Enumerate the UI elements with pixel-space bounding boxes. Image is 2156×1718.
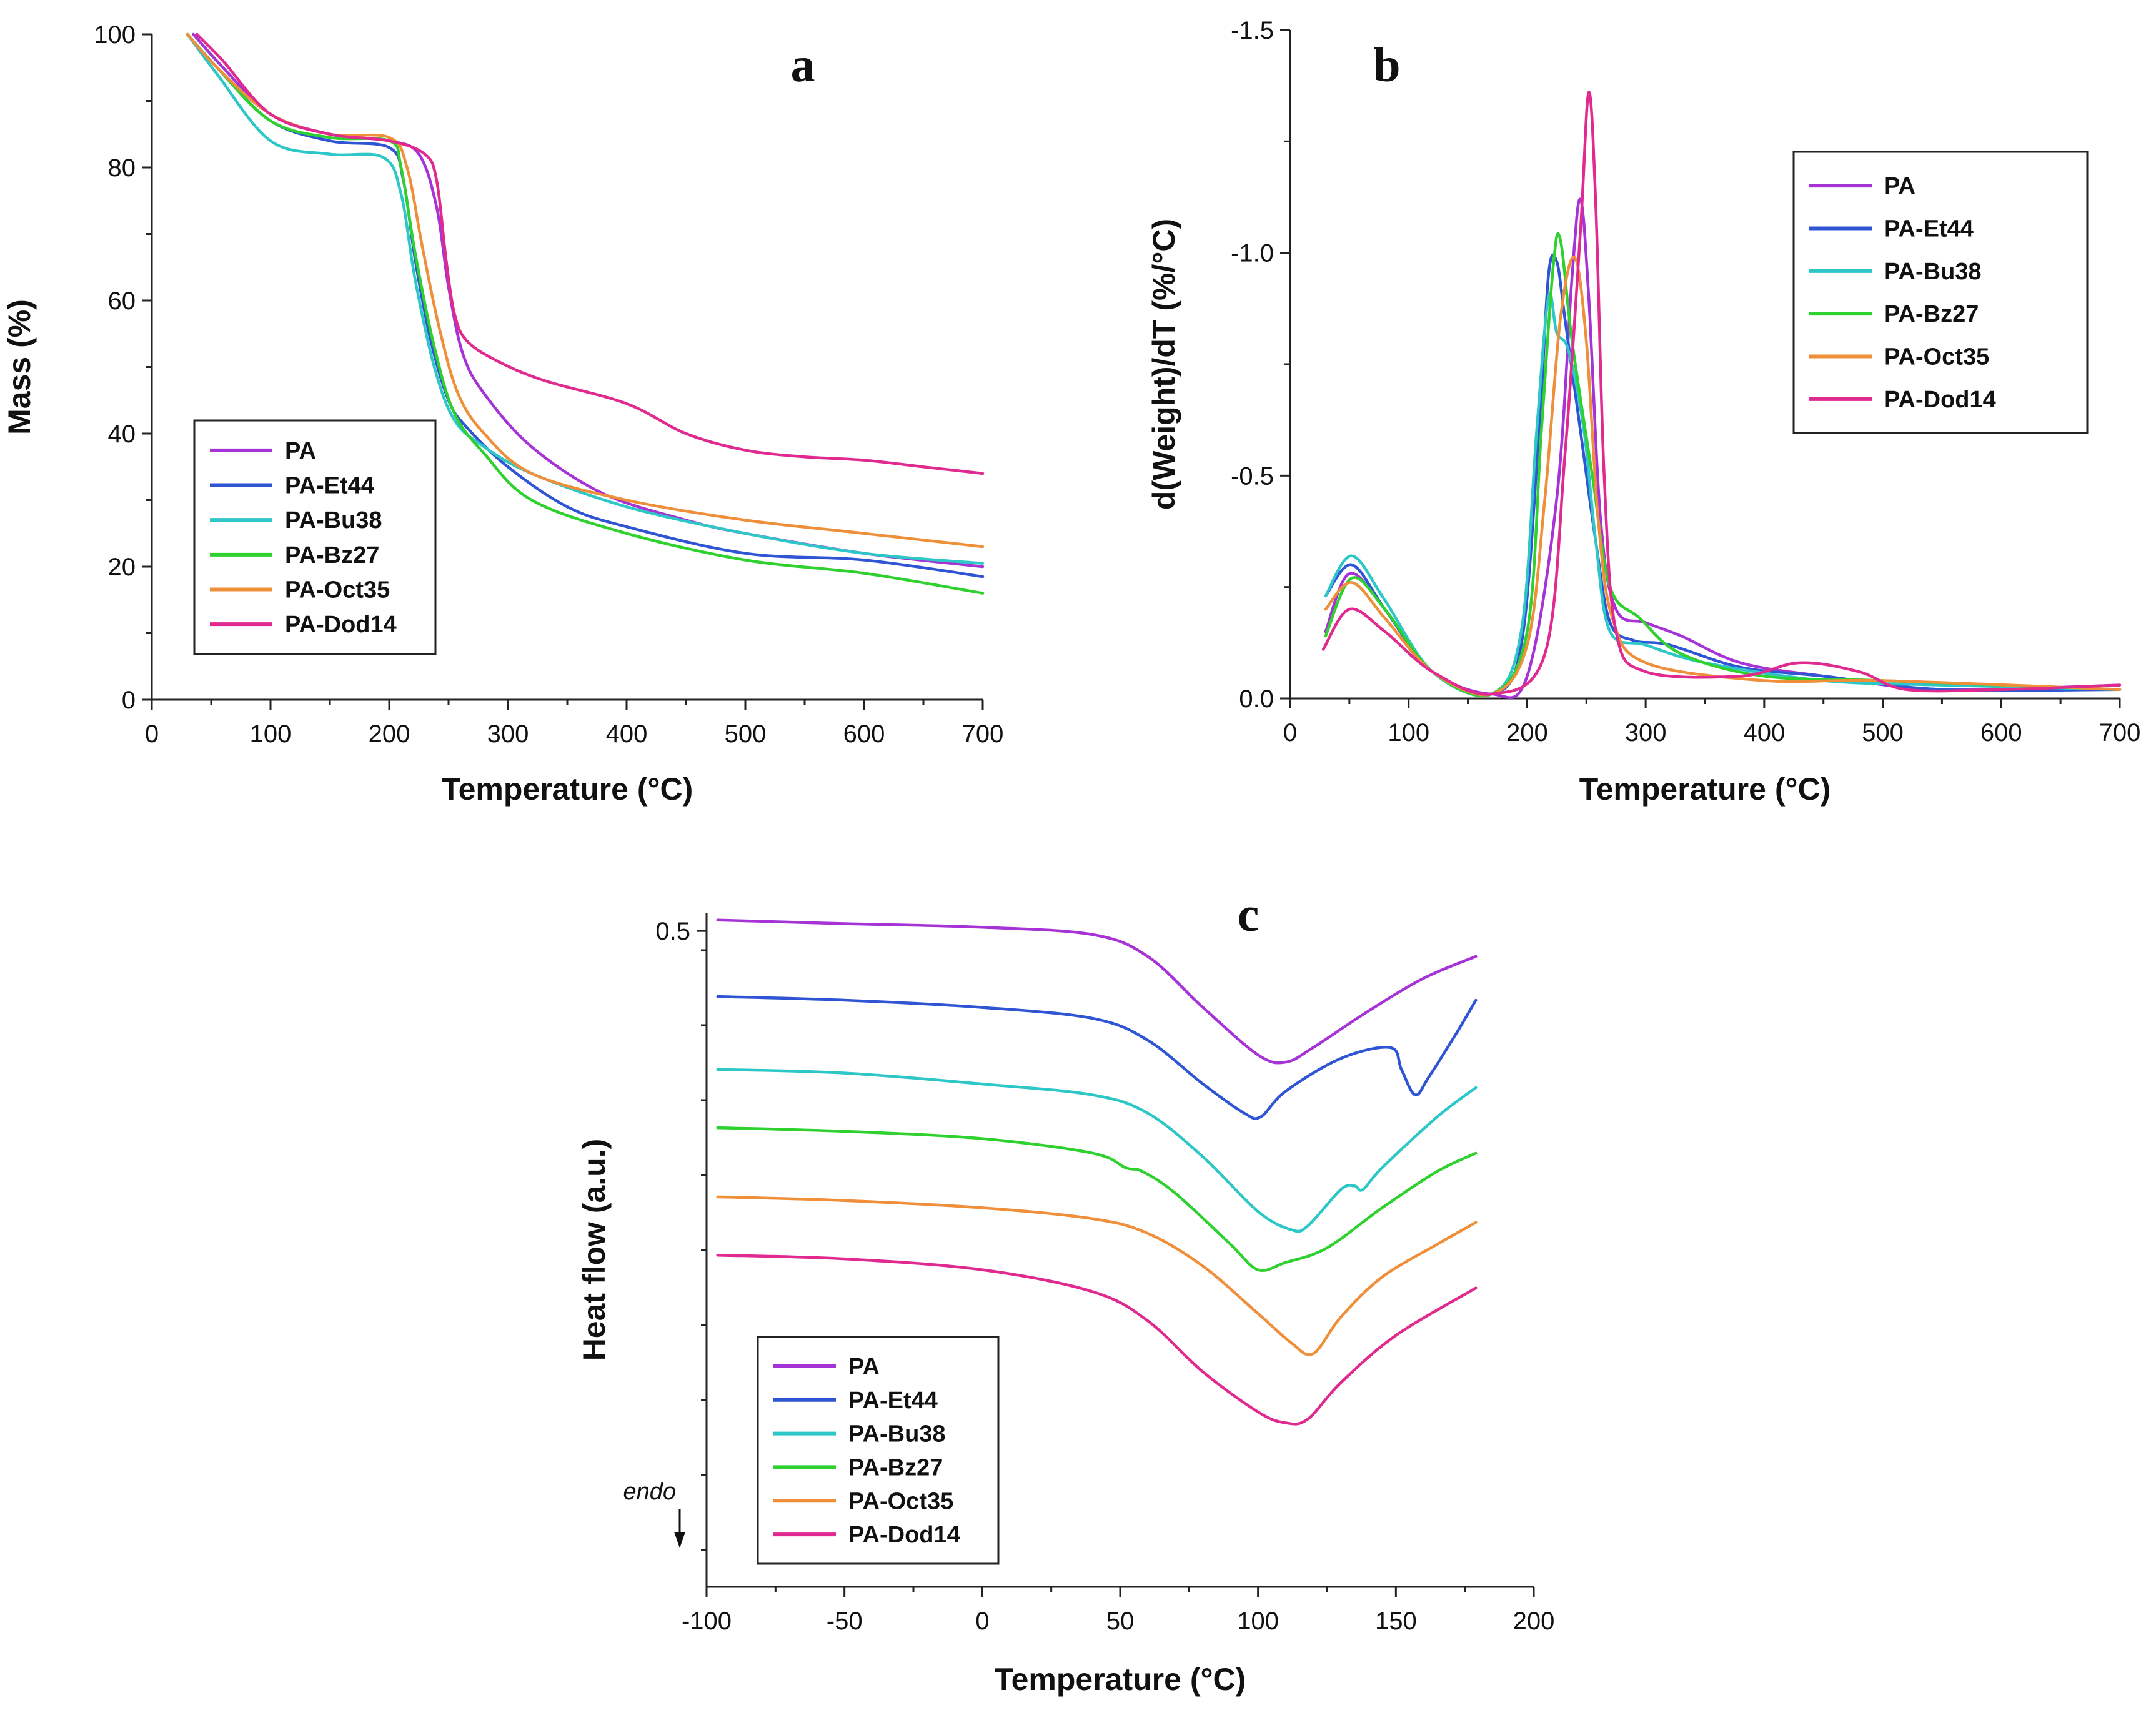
x-tick-label: 100 [250,720,292,748]
x-tick-label: 100 [1237,1607,1279,1635]
legend-label-pa-bu38: PA-Bu38 [848,1421,946,1447]
y-axis-title: d(Weight)/dT (%/°C) [1146,219,1181,510]
series-line-pa [716,918,1478,1065]
series-line-pa-dod14 [716,1253,1478,1426]
x-tick-label: 50 [1106,1607,1135,1635]
y-tick-label: 0.0 [1239,685,1274,713]
legend-label-pa-bu38: PA-Bu38 [1884,259,1982,285]
x-tick-label: 0 [145,720,159,748]
x-tick-label: 0 [975,1607,989,1635]
y-tick-label: 0 [122,687,136,714]
x-tick-label: -100 [682,1607,732,1635]
legend-label-pa-bz27: PA-Bz27 [1884,301,1979,327]
x-tick-label: 200 [369,720,410,748]
x-tick-label: 400 [1743,719,1785,747]
x-tick-label: 300 [487,720,529,748]
endo-arrow-head [674,1532,685,1548]
series-line-pa-et44 [716,995,1478,1120]
series-line-pa-oct35 [716,1195,1478,1356]
panel-b-dtg-chart: 0 100 200 300 400 500 600 700 0.0 -0.5 -1.0 -1.5 Tem… [1146,17,2140,807]
y-tick-label: -1.5 [1231,17,1274,44]
x-tick-label: 600 [843,720,885,748]
legend-label-pa-bz27: PA-Bz27 [848,1454,943,1481]
legend-label-pa-dod14: PA-Dod14 [1884,387,1996,413]
series-line-pa-bu38 [716,1068,1478,1233]
panel-letter: b [1373,37,1400,92]
series-line-pa-bz27 [716,1126,1478,1272]
legend-box [193,419,437,655]
series-line-pa-dod14 [1321,91,2122,696]
x-tick-label: 150 [1375,1607,1417,1635]
y-tick-label: 100 [94,21,136,49]
y-tick-label: 0.5 [655,918,690,945]
legend-label-pa-oct35: PA-Oct35 [848,1488,953,1514]
series-line-pa-dod14 [195,32,985,475]
endo-annotation: endo [623,1479,676,1505]
legend-label-pa-et44: PA-Et44 [285,473,374,499]
panel-letter: c [1238,887,1259,941]
x-tick-label: 100 [1388,719,1429,747]
y-axis-title: Mass (%) [2,299,37,435]
x-axis-title: Temperature (°C) [1579,772,1831,807]
legend-label-pa-oct35: PA-Oct35 [1884,344,1989,370]
legend: PA PA-Et44 PA-Bu38 PA-Bz27 PA-Oct35 PA-Dod14 [757,1336,1000,1565]
legend-label-pa-bz27: PA-Bz27 [285,542,379,569]
y-tick-label: -0.5 [1231,462,1274,490]
series-line-pa-bu38 [186,32,985,565]
legend-box [1792,151,2089,434]
panel-a-tga-mass-chart: 0 100 200 300 400 500 600 700 0 20 40 60 80 100 Temper… [2,21,1003,807]
legend-label-pa-oct35: PA-Oct35 [285,577,390,603]
x-tick-label: -50 [827,1607,863,1635]
legend-label-pa: PA [1884,173,1915,199]
x-tick-label: 600 [1980,719,2022,747]
x-tick-label: 700 [962,720,1004,748]
legend-label-pa-bu38: PA-Bu38 [285,507,382,534]
legend-label-pa-dod14: PA-Dod14 [285,612,397,638]
y-tick-label: 80 [108,154,136,182]
legend-label-pa-et44: PA-Et44 [848,1388,938,1414]
y-tick-label: 40 [108,420,136,448]
x-tick-label: 200 [1506,719,1548,747]
y-tick-label: 60 [108,287,136,315]
panel-c-dsc-heat-flow-chart: -100 -50 0 50 100 150 200 0.5 Temperature (°C) He… [577,887,1554,1697]
legend: PA PA-Et44 PA-Bu38 PA-Bz27 PA-Oct35 PA-Dod14 [1792,151,2089,434]
x-tick-label: 500 [1862,719,1904,747]
legend-label-pa: PA [848,1354,880,1380]
legend-label-pa-dod14: PA-Dod14 [848,1522,960,1548]
x-tick-label: 700 [2099,719,2141,747]
y-axis-title: Heat flow (a.u.) [577,1139,612,1361]
panel-letter: a [791,37,815,92]
x-axis-title: Temperature (°C) [442,772,693,807]
x-tick-label: 400 [606,720,648,748]
legend-label-pa: PA [285,438,316,464]
x-tick-label: 0 [1283,719,1297,747]
legend-box [757,1336,1000,1565]
legend-label-pa-et44: PA-Et44 [1884,216,1974,242]
legend: PA PA-Et44 PA-Bu38 PA-Bz27 PA-Oct35 PA-Dod14 [193,419,437,655]
y-tick-label: 20 [108,554,136,581]
series-line-pa-bz27 [186,32,985,595]
x-tick-label: 200 [1513,1607,1555,1635]
x-tick-label: 300 [1625,719,1667,747]
x-axis-title: Temperature (°C) [995,1662,1246,1697]
y-tick-label: -1.0 [1231,240,1274,267]
x-tick-label: 500 [725,720,767,748]
